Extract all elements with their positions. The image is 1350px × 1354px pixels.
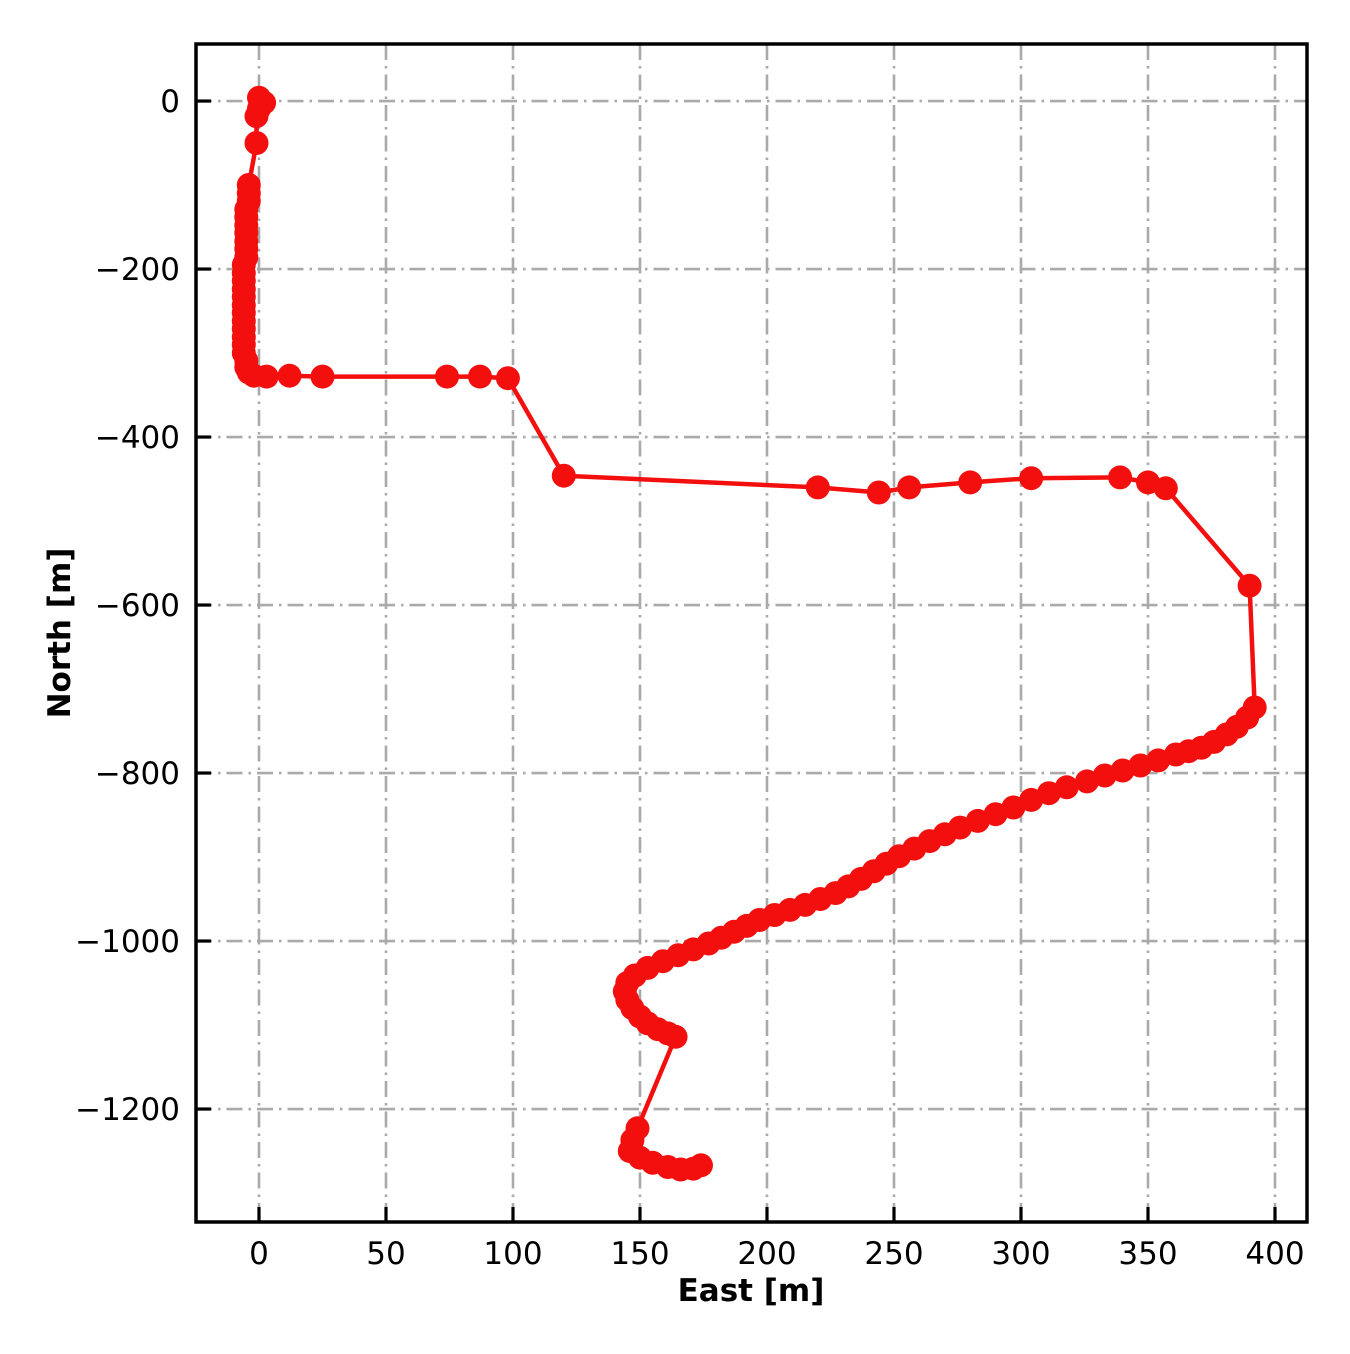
y-tick-label: −600 (95, 588, 180, 624)
data-point (435, 364, 459, 389)
data-point (689, 1153, 713, 1178)
x-tick-label: 250 (864, 1236, 923, 1272)
y-tick-label: −1000 (75, 924, 180, 960)
data-point (663, 1024, 688, 1049)
grid-layer (196, 44, 1307, 1222)
x-tick-label: 200 (737, 1236, 796, 1272)
trajectory-line (241, 96, 1257, 1172)
x-tick-label: 0 (249, 1236, 269, 1272)
data-point (551, 463, 576, 488)
axes-layer (194, 42, 1309, 1224)
y-tick-label: 0 (160, 84, 180, 120)
data-point (1237, 573, 1262, 598)
data-point (897, 475, 922, 500)
x-tick-label: 150 (610, 1236, 669, 1272)
x-tick-label: 50 (366, 1236, 405, 1272)
x-axis-label: East [m] (678, 1273, 825, 1309)
y-axis-label: North [m] (42, 548, 78, 719)
y-tick-label: −1200 (75, 1092, 180, 1128)
y-tick-label: −200 (95, 252, 180, 288)
data-point (468, 364, 492, 389)
data-point (310, 364, 335, 389)
data-point (495, 366, 520, 391)
plot-frame (194, 42, 1309, 1224)
x-tick-label: 400 (1245, 1236, 1304, 1272)
x-tick-label: 300 (991, 1236, 1050, 1272)
series-layer (231, 85, 1267, 1182)
x-tick-label: 100 (483, 1236, 542, 1272)
data-point (254, 364, 279, 389)
data-point (805, 475, 830, 500)
data-point (958, 470, 983, 495)
tick-label-layer: 0 50 100 150 200 250 300 350 400 0 −200 −400 −600 −80… (75, 84, 1304, 1272)
data-point (1019, 466, 1044, 491)
data-point (1108, 465, 1133, 490)
y-tick-label: −400 (95, 420, 180, 456)
data-point (277, 363, 302, 388)
data-point (1075, 769, 1099, 794)
data-point (244, 104, 269, 129)
data-point (866, 480, 891, 505)
data-point (244, 131, 269, 155)
y-tick-label: −800 (95, 756, 180, 792)
x-tick-label: 350 (1118, 1236, 1177, 1272)
data-point (1153, 476, 1178, 501)
